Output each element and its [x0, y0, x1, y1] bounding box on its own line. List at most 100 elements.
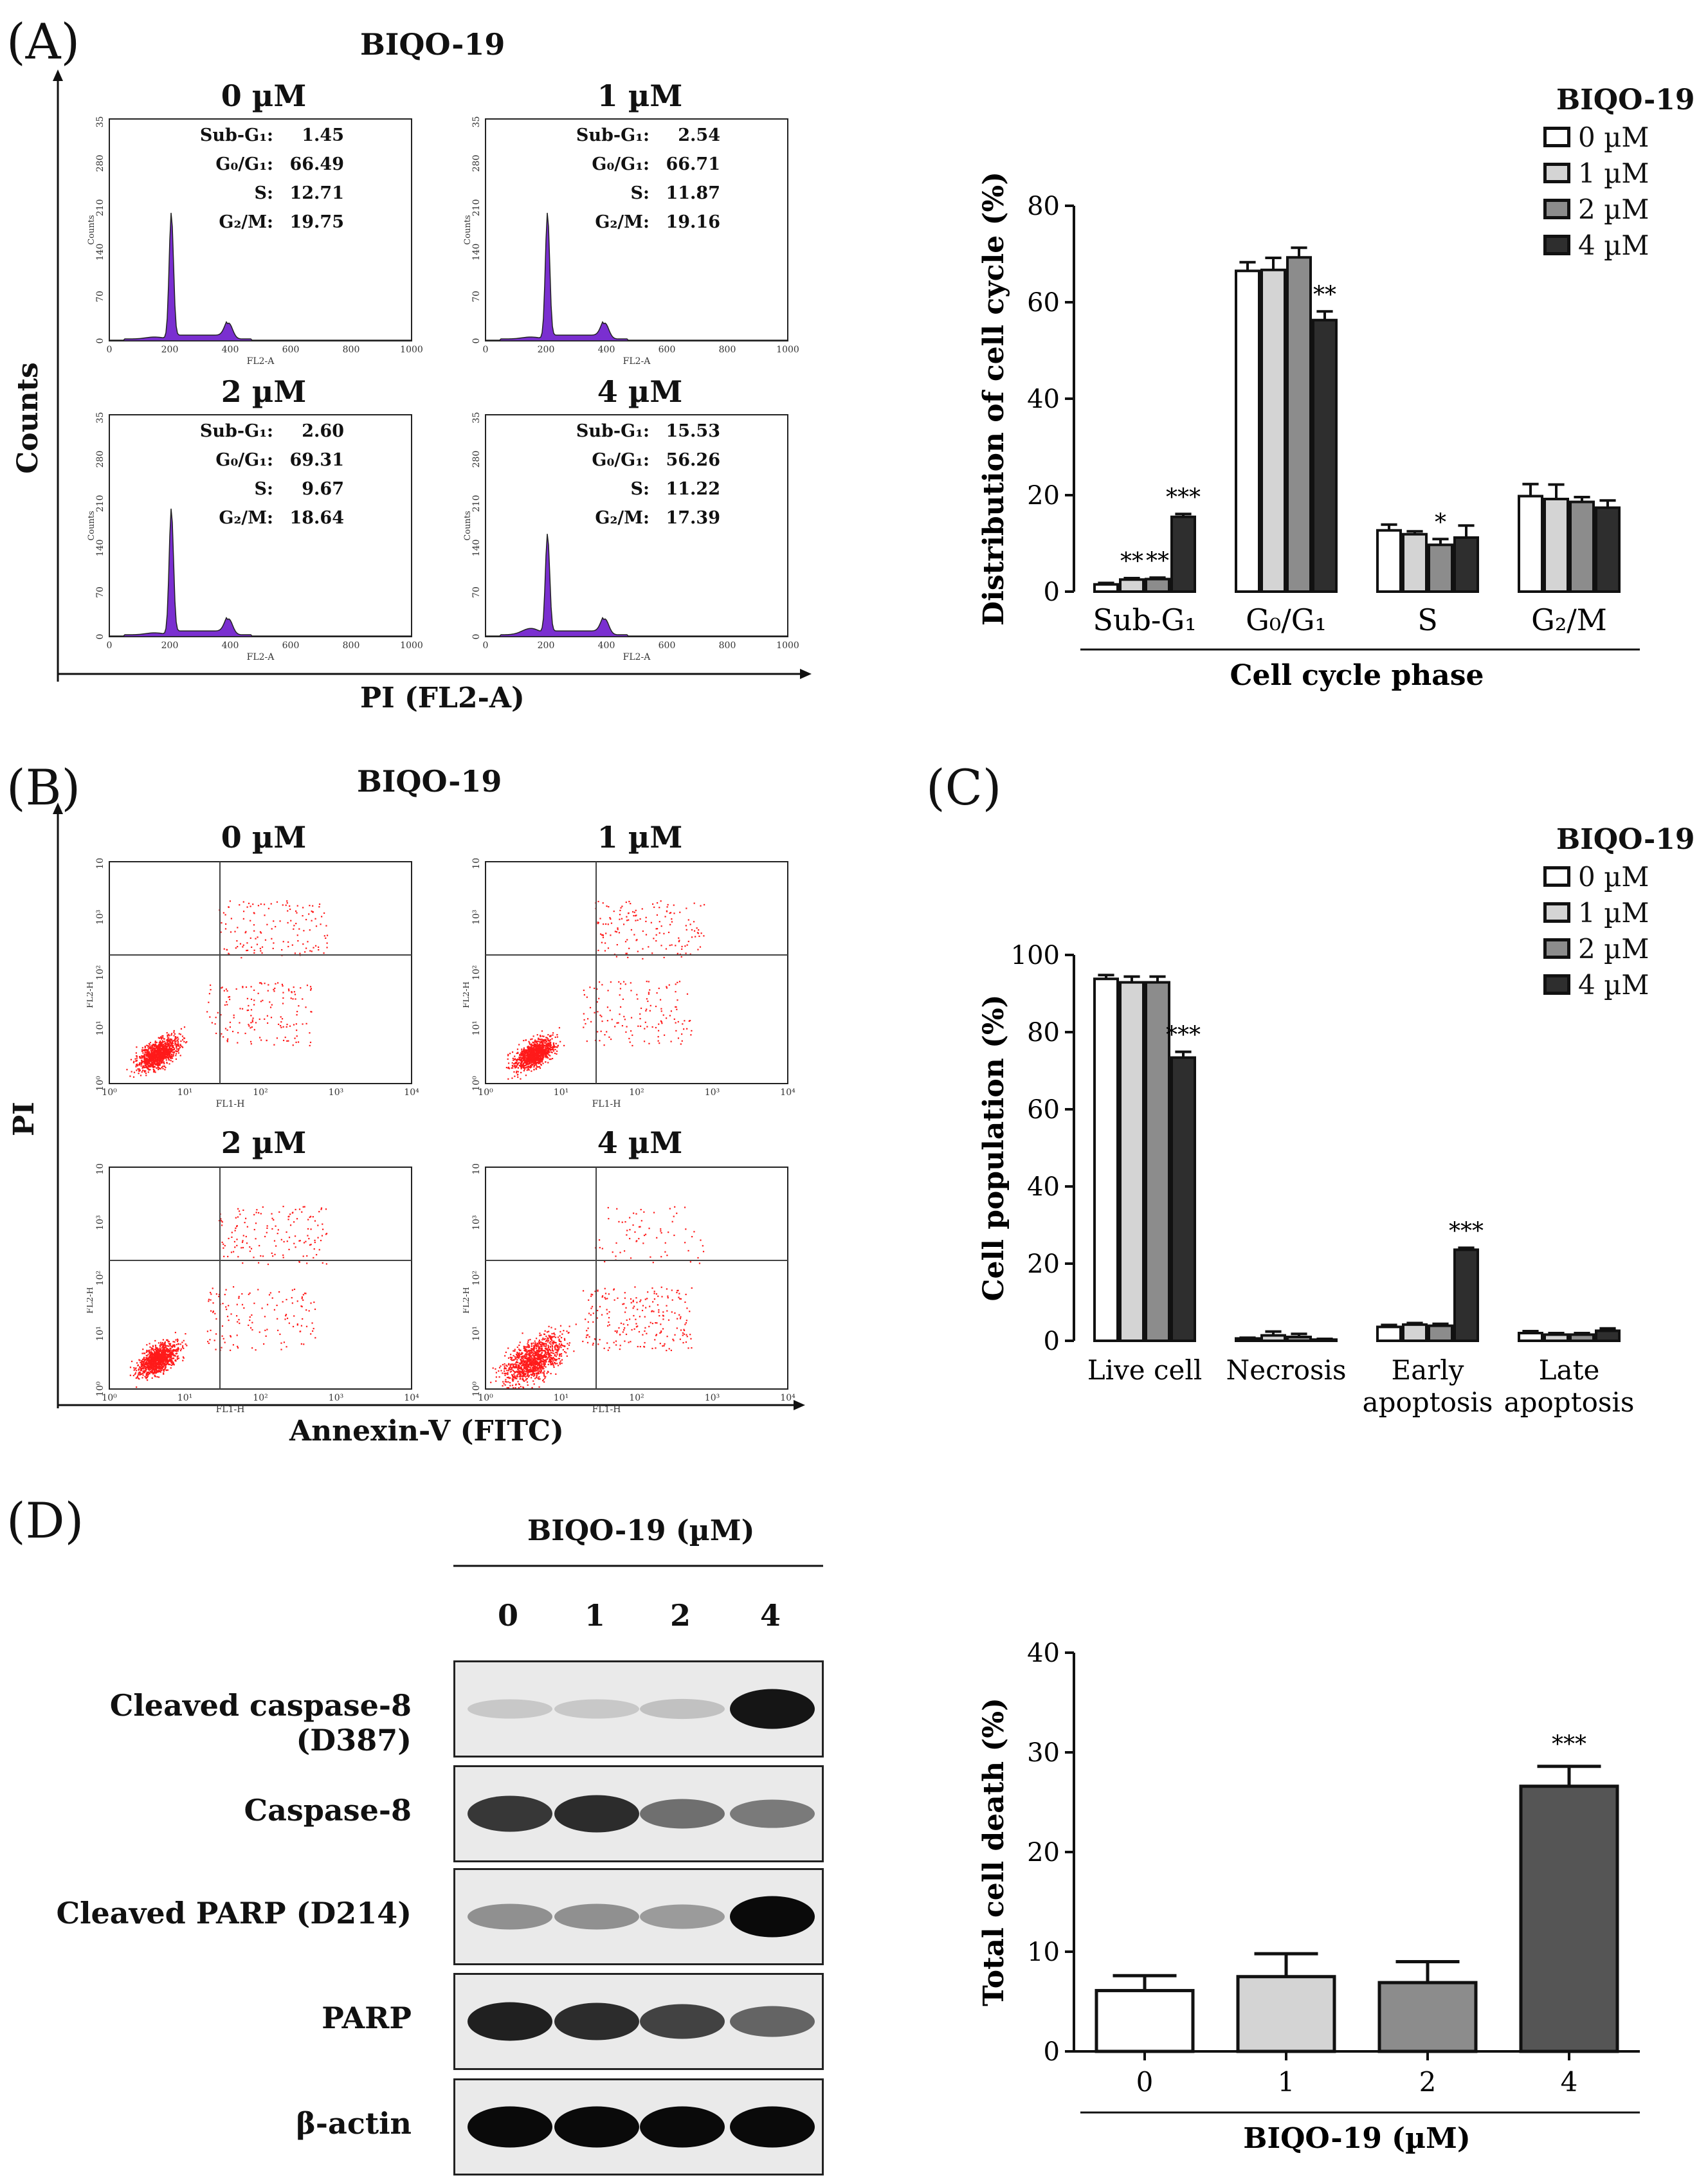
wb-band	[554, 1795, 639, 1833]
histogram-ytick: 0	[95, 634, 105, 640]
dotplot-ytick: 10³	[95, 1215, 105, 1230]
dotplot-xtick: 10⁰	[478, 1087, 493, 1098]
dotplot-xtick: 10³	[705, 1087, 720, 1098]
stats-phase: G₀/G₁:	[592, 154, 650, 174]
stats-row: Sub-G₁: 2.54	[566, 121, 720, 150]
legend-swatch	[1543, 938, 1570, 959]
stats-value: 69.31	[289, 450, 344, 470]
bar	[1543, 1333, 1569, 1343]
x-tick-label: 1	[1278, 2066, 1295, 2098]
stats-phase: Sub-G₁:	[576, 125, 650, 145]
significance-mark: ***	[1449, 1218, 1484, 1244]
y-tick-label: 60	[1027, 288, 1060, 318]
dotplot-ytick: 10¹	[471, 1326, 482, 1341]
dotplot-ytick: 10³	[471, 910, 482, 925]
histogram-plot: 0 200 400 600 800 1000 0 70 140 210 280 350 FL2-A Cou…	[463, 116, 799, 367]
histogram-ytick: 280	[471, 155, 482, 172]
panel-label-d: (D)	[6, 1492, 84, 1549]
legend-label: 2 µM	[1578, 193, 1649, 225]
legend-entry: 0 µM	[1543, 119, 1695, 155]
dotplot-concentration: 2 µM	[221, 1125, 307, 1160]
cellcycle-legend: BIQO-19 0 µM 1 µM 2 µM 4 µM	[1543, 84, 1695, 263]
wb-band	[554, 2003, 639, 2040]
histogram-plot: 0 200 400 600 800 1000 0 70 140 210 280 350 FL2-A Cou…	[87, 412, 423, 662]
bar	[1569, 1333, 1595, 1343]
dotplot-xtick: 10²	[253, 1393, 268, 1403]
stats-phase: S:	[254, 479, 273, 499]
histogram-ytick: 350	[95, 116, 105, 127]
dotplot-xtitle: FL1-H	[592, 1404, 621, 1415]
stats-phase: G₂/M:	[595, 508, 650, 528]
bar	[1402, 532, 1428, 593]
panel-a-xlabel: PI (FL2-A)	[360, 682, 525, 714]
dotplot-ytick: 10¹	[95, 1021, 105, 1035]
stats-row: S: 12.71	[190, 179, 344, 208]
histogram-xtick: 0	[107, 640, 113, 651]
histogram-peaks	[485, 534, 788, 637]
dotplot-xtick: 10³	[705, 1393, 720, 1403]
cellcycle-chart: 0 20 40 60 80 Distribution of cell cycle (%) S…	[977, 174, 1640, 692]
x-axis-title: BIQO-19 (µM)	[1243, 2122, 1470, 2155]
stats-value: 66.71	[666, 154, 720, 174]
stats-row: G₀/G₁: 56.26	[566, 446, 720, 475]
bar	[1235, 269, 1260, 593]
panel-a-title: BIQO-19	[360, 27, 505, 62]
stats-value: 17.39	[666, 508, 720, 528]
histogram-xtick: 200	[161, 640, 179, 651]
histogram-xtick: 800	[719, 640, 736, 651]
bar	[1453, 536, 1479, 593]
dotplot-ytick: 10⁰	[471, 1381, 482, 1397]
panel-b-ylabel: PI	[8, 1102, 41, 1136]
histogram-concentration: 2 µM	[221, 374, 307, 409]
histogram-ytick: 280	[95, 155, 105, 172]
legend-swatch	[1543, 127, 1570, 147]
histogram-xtick: 200	[161, 345, 179, 355]
wb-band	[554, 2106, 639, 2148]
histogram-xtick: 600	[659, 345, 676, 355]
panel-b-xlabel: Annexin-V (FITC)	[289, 1415, 564, 1448]
stats-row: S: 11.22	[566, 475, 720, 504]
panel-label-b: (B)	[6, 759, 81, 816]
dotplot-xtick: 10⁰	[478, 1393, 493, 1403]
stats-value: 2.60	[302, 421, 344, 441]
dotplot-ytick: 10²	[471, 1271, 482, 1285]
dotplot-concentration: 1 µM	[597, 820, 683, 855]
histogram-xtick: 800	[343, 640, 360, 651]
wb-lane-label: 0	[497, 1598, 518, 1633]
stats-phase: Sub-G₁:	[199, 125, 273, 145]
wb-lane-label: 2	[669, 1598, 691, 1633]
bar	[1428, 1324, 1453, 1342]
wb-band	[468, 1903, 552, 1930]
wb-row-label: Cleaved caspase-8 (D387)	[109, 1687, 412, 1758]
histogram-frame	[109, 414, 412, 637]
significance-mark: **	[1120, 549, 1143, 575]
legend-swatch	[1543, 199, 1570, 219]
wb-blot	[453, 1868, 824, 1965]
histogram-ytick: 210	[471, 495, 482, 513]
x-category-label: Early	[1392, 1354, 1464, 1386]
legend-label: 4 µM	[1578, 229, 1649, 261]
stats-phase: G₀/G₁:	[592, 450, 650, 470]
histogram-ytick: 140	[95, 244, 105, 261]
wb-band	[640, 1799, 725, 1829]
legend-entry: 4 µM	[1543, 227, 1695, 263]
histogram-ytick: 70	[471, 291, 482, 302]
stats-phase: G₂/M:	[219, 212, 273, 232]
dotplot-ytick: 10³	[471, 1215, 482, 1230]
significance-mark: **	[1146, 548, 1169, 574]
stats-value: 15.53	[666, 421, 720, 441]
histogram-ytick: 0	[95, 338, 105, 344]
x-category-label: G₂/M	[1531, 603, 1607, 637]
dotplot-ytick: 10⁴	[471, 858, 482, 869]
y-tick-label: 0	[1044, 1327, 1060, 1356]
stats-value: 2.54	[678, 125, 720, 145]
histogram-ytick: 210	[95, 495, 105, 513]
y-tick-label: 0	[1044, 2037, 1060, 2067]
dotplot-concentration: 0 µM	[221, 820, 307, 855]
y-tick-label: 0	[1044, 577, 1060, 607]
legend-entry: 2 µM	[1543, 191, 1695, 227]
y-tick-label: 60	[1027, 1095, 1060, 1125]
wb-band	[730, 2006, 815, 2037]
histogram-xtitle: FL2-A	[247, 356, 275, 367]
